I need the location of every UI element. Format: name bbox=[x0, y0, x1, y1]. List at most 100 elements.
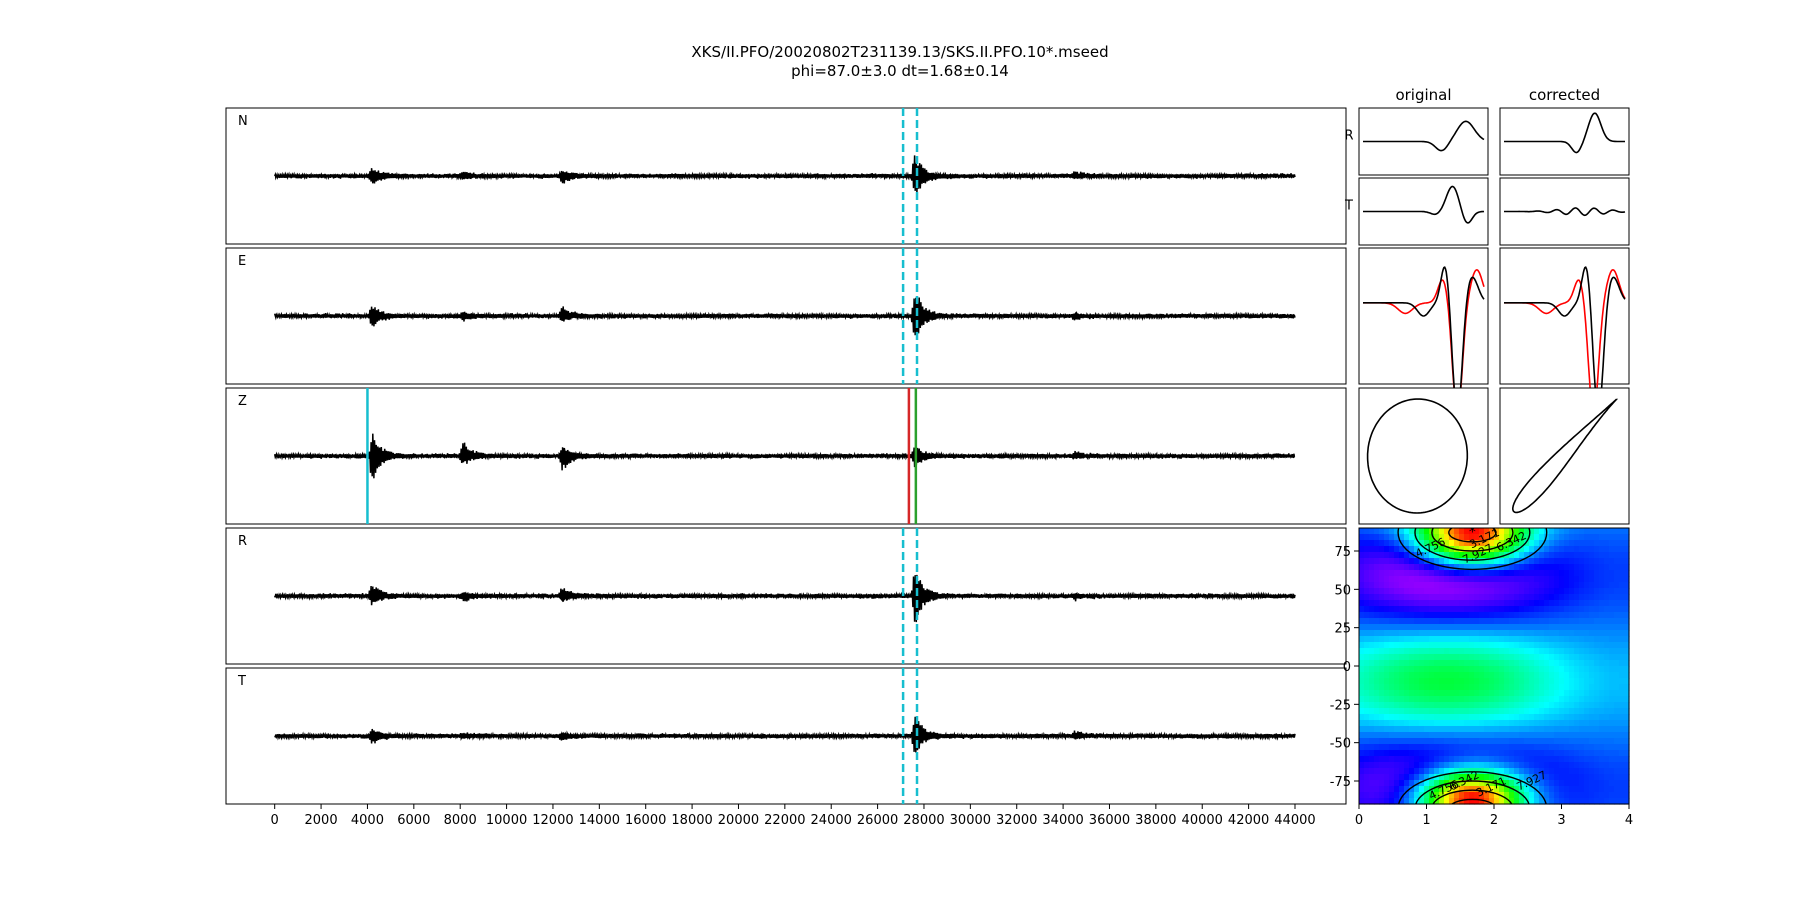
heatmap-cell bbox=[1429, 744, 1435, 751]
heatmap-cell bbox=[1504, 570, 1510, 577]
heatmap-cell bbox=[1609, 546, 1615, 553]
heatmap-cell bbox=[1454, 750, 1460, 757]
heatmap-cell bbox=[1604, 756, 1610, 763]
heatmap-cell bbox=[1559, 642, 1565, 649]
heatmap-cell bbox=[1404, 684, 1410, 691]
heatmap-cell bbox=[1399, 714, 1405, 721]
heatmap-cell bbox=[1474, 678, 1480, 685]
heatmap-cell bbox=[1384, 678, 1390, 685]
heatmap-cell bbox=[1434, 768, 1440, 775]
heatmap-cell bbox=[1474, 642, 1480, 649]
heatmap-cell bbox=[1519, 564, 1525, 571]
heatmap-cell bbox=[1599, 630, 1605, 637]
heatmap-cell bbox=[1474, 732, 1480, 739]
heatmap-cell bbox=[1534, 558, 1540, 565]
heatmap-cell bbox=[1369, 528, 1375, 535]
heatmap-cell bbox=[1449, 618, 1455, 625]
heatmap-cell bbox=[1434, 552, 1440, 559]
heatmap-cell bbox=[1464, 720, 1470, 727]
heatmap-cell bbox=[1514, 612, 1520, 619]
heatmap-cell bbox=[1439, 666, 1445, 673]
heatmap-cell bbox=[1549, 690, 1555, 697]
heatmap-cell bbox=[1469, 534, 1475, 541]
heatmap-cell bbox=[1519, 624, 1525, 631]
heatmap-cell bbox=[1504, 540, 1510, 547]
heatmap-cell bbox=[1429, 576, 1435, 583]
heatmap-cell bbox=[1474, 666, 1480, 673]
heatmap-cell bbox=[1624, 630, 1630, 637]
heatmap-cell bbox=[1494, 528, 1500, 535]
heatmap-cell bbox=[1389, 750, 1395, 757]
pm-trace-line bbox=[1363, 120, 1485, 152]
heatmap-cell bbox=[1609, 678, 1615, 685]
heatmap-cell bbox=[1449, 558, 1455, 565]
heatmap-cell bbox=[1499, 594, 1505, 601]
heatmap-cell bbox=[1389, 726, 1395, 733]
heatmap-cell bbox=[1374, 648, 1380, 655]
heatmap-cell bbox=[1579, 594, 1585, 601]
heatmap-cell bbox=[1359, 756, 1365, 763]
heatmap-cell bbox=[1489, 618, 1495, 625]
heatmap-cell bbox=[1494, 750, 1500, 757]
heatmap-cell bbox=[1519, 582, 1525, 589]
heatmap-cell bbox=[1549, 558, 1555, 565]
heatmap-cell bbox=[1399, 708, 1405, 715]
heatmap-cell bbox=[1514, 756, 1520, 763]
heatmap-cell bbox=[1529, 696, 1535, 703]
heatmap-cell bbox=[1619, 762, 1625, 769]
heatmap-cell bbox=[1579, 678, 1585, 685]
heatmap-cell bbox=[1539, 726, 1545, 733]
heatmap-cell bbox=[1604, 744, 1610, 751]
heatmap-cell bbox=[1499, 768, 1505, 775]
heatmap-cell bbox=[1449, 708, 1455, 715]
heatmap-cell bbox=[1529, 750, 1535, 757]
heatmap-cell bbox=[1434, 654, 1440, 661]
heatmap-cell bbox=[1514, 540, 1520, 547]
heatmap-cell bbox=[1459, 672, 1465, 679]
heatmap-cell bbox=[1459, 582, 1465, 589]
heatmap-cell bbox=[1384, 690, 1390, 697]
heatmap-cell bbox=[1519, 696, 1525, 703]
heatmap-cell bbox=[1589, 582, 1595, 589]
heatmap-cell bbox=[1404, 588, 1410, 595]
heatmap-cell bbox=[1419, 642, 1425, 649]
heatmap-cell bbox=[1379, 606, 1385, 613]
heatmap-cell bbox=[1494, 546, 1500, 553]
heatmap-cell bbox=[1554, 684, 1560, 691]
heatmap-cell bbox=[1439, 744, 1445, 751]
heatmap-cell bbox=[1499, 762, 1505, 769]
heatmap-cell bbox=[1449, 756, 1455, 763]
heatmap-cell bbox=[1434, 600, 1440, 607]
heatmap-cell bbox=[1599, 588, 1605, 595]
heatmap-cell bbox=[1534, 660, 1540, 667]
heatmap-cell bbox=[1579, 684, 1585, 691]
heatmap-cell bbox=[1549, 534, 1555, 541]
heatmap-cell bbox=[1424, 750, 1430, 757]
heatmap-cell bbox=[1449, 714, 1455, 721]
heatmap-cell bbox=[1564, 702, 1570, 709]
heatmap-cell bbox=[1539, 720, 1545, 727]
heatmap-cell bbox=[1414, 666, 1420, 673]
heatmap-cell bbox=[1494, 774, 1500, 781]
heatmap-cell bbox=[1609, 630, 1615, 637]
heatmap-cell bbox=[1494, 624, 1500, 631]
heatmap-cell bbox=[1374, 708, 1380, 715]
heatmap-cell bbox=[1624, 618, 1630, 625]
heatmap-cell bbox=[1614, 726, 1620, 733]
heatmap-cell bbox=[1564, 606, 1570, 613]
x-tick-label: 42000 bbox=[1228, 813, 1269, 828]
heatmap-cell bbox=[1369, 582, 1375, 589]
heatmap-cell bbox=[1549, 774, 1555, 781]
heatmap-cell bbox=[1404, 702, 1410, 709]
heatmap-cell bbox=[1604, 738, 1610, 745]
heatmap-cell bbox=[1494, 684, 1500, 691]
heatmap-cell bbox=[1424, 642, 1430, 649]
heatmap-cell bbox=[1539, 546, 1545, 553]
heatmap-cell bbox=[1609, 660, 1615, 667]
heatmap-cell bbox=[1539, 762, 1545, 769]
heatmap-cell bbox=[1499, 732, 1505, 739]
heatmap-cell bbox=[1369, 756, 1375, 763]
heatmap-cell bbox=[1519, 546, 1525, 553]
heatmap-cell bbox=[1579, 696, 1585, 703]
